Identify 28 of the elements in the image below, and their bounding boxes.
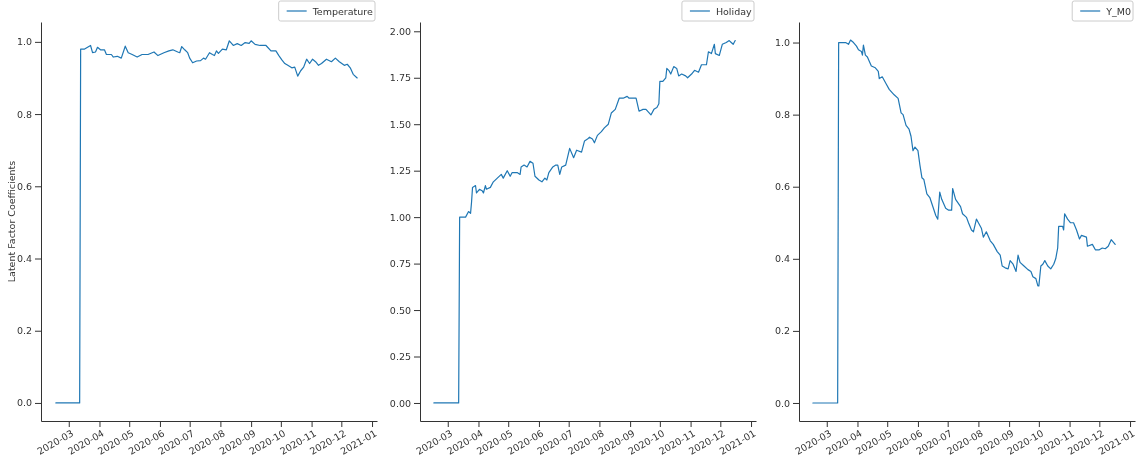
y-tick-label: 0.6 bbox=[774, 181, 790, 193]
y-tick-label: 0.2 bbox=[774, 325, 790, 337]
y-tick-label: 0.8 bbox=[774, 109, 790, 121]
line-series bbox=[812, 39, 1116, 404]
y-tick-label: 0.0 bbox=[774, 397, 790, 409]
y-tick-label: 2.00 bbox=[389, 25, 411, 37]
y-tick-label: 0.8 bbox=[16, 108, 32, 120]
y-tick-label: 1.00 bbox=[389, 211, 411, 223]
y-tick-label: 1.0 bbox=[774, 37, 790, 49]
y-tick-label: 0.4 bbox=[774, 253, 790, 265]
y-tick-label: 0.25 bbox=[389, 351, 411, 363]
y-tick-label: 0.00 bbox=[389, 397, 411, 409]
y-tick-label: 1.0 bbox=[16, 36, 32, 48]
y-tick-label: 0.75 bbox=[389, 258, 411, 270]
line-series bbox=[55, 40, 358, 404]
y-tick-label: 1.75 bbox=[389, 72, 411, 84]
y-tick-label: 0.50 bbox=[389, 304, 411, 316]
legend-label: Y_M0 bbox=[1105, 5, 1131, 17]
y-tick-label: 0.2 bbox=[16, 325, 32, 337]
y-axis-title: Latent Factor Coefficients bbox=[6, 160, 17, 283]
y-tick-label: 1.50 bbox=[389, 118, 411, 130]
y-tick-label: 0.0 bbox=[16, 397, 32, 409]
legend-label: Temperature bbox=[311, 5, 373, 17]
legend-label: Holiday bbox=[715, 5, 752, 17]
line-series bbox=[433, 39, 736, 404]
y-tick-label: 0.4 bbox=[16, 253, 32, 265]
y-tick-label: 1.25 bbox=[389, 165, 411, 177]
y-tick-label: 0.6 bbox=[16, 180, 32, 192]
